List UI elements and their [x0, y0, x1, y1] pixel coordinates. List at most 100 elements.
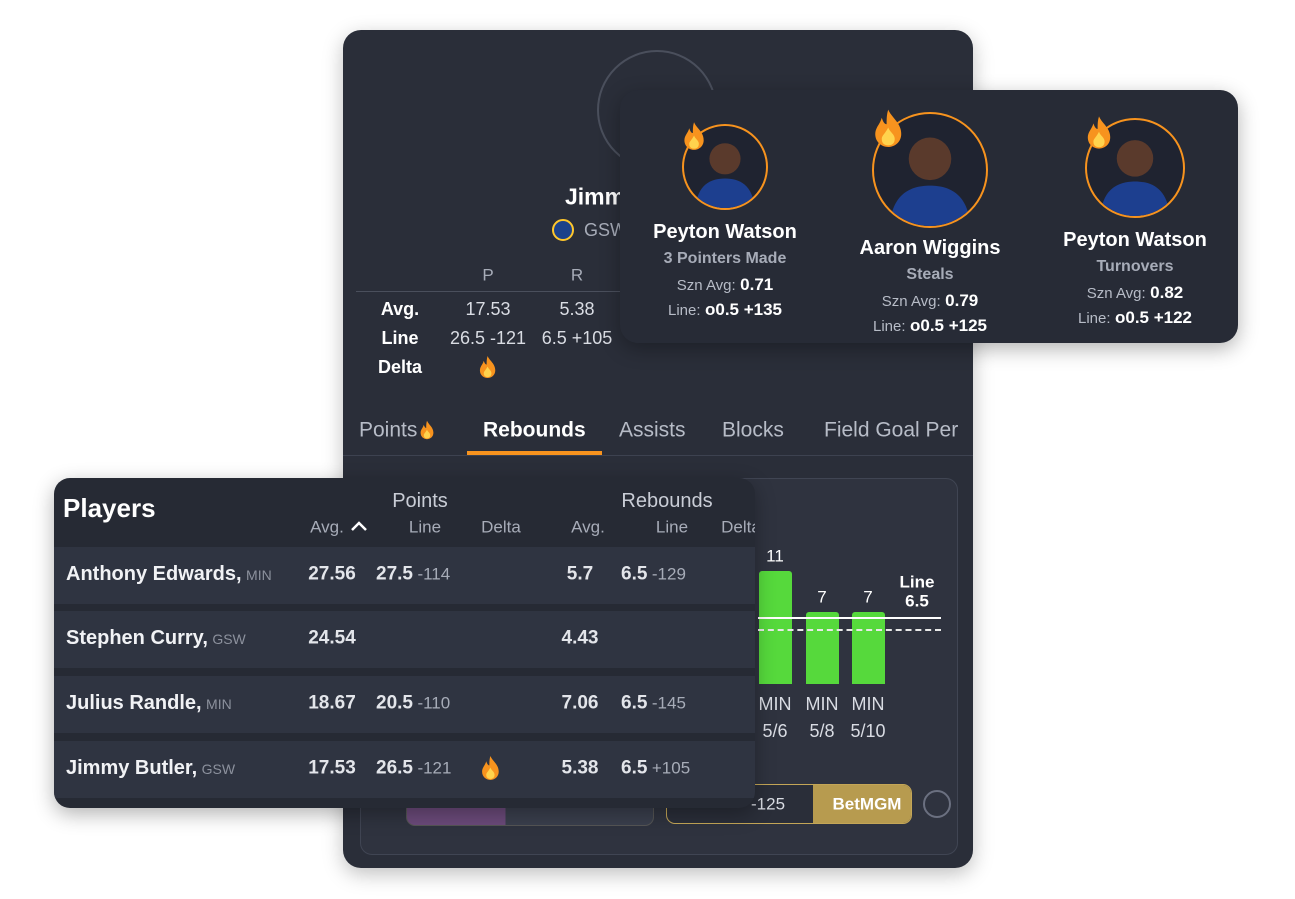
text: 26.5 -121 [449, 328, 527, 348]
bar [852, 611, 885, 684]
text: 7.06 [561, 692, 599, 714]
label: Szn Avg: [676, 277, 736, 294]
text: 6.5 [905, 591, 929, 611]
text: P [482, 265, 494, 285]
stat-row: Szn Avg: 0.79 [882, 292, 978, 310]
line: 26.5 [376, 757, 413, 779]
text: 11 [766, 546, 784, 566]
line: 6.5 [621, 692, 648, 714]
label: Szn Avg: [1086, 285, 1146, 302]
text: Avg. [571, 517, 605, 537]
text: BetMGM [832, 794, 902, 814]
fire-icon [481, 756, 499, 780]
value: o0.5 +125 [909, 316, 988, 335]
text: Line [381, 328, 419, 348]
text: Assists [619, 418, 686, 442]
line: 27.5 [376, 563, 413, 585]
text: 27.56 [308, 563, 356, 585]
bar [806, 611, 839, 684]
label: Szn Avg: [881, 293, 941, 310]
stat-row: Line: o0.5 +135 [668, 301, 782, 319]
fire-icon [1087, 115, 1111, 149]
average-line [758, 628, 941, 631]
avatar-silhouette [1100, 140, 1170, 216]
text: R [570, 265, 584, 285]
value: o0.5 +135 [704, 300, 783, 319]
avatar-silhouette [889, 137, 971, 226]
book-badge [813, 785, 911, 823]
avatar-silhouette [695, 143, 755, 208]
value: 0.71 [740, 275, 774, 294]
text: 6.5 +105 [541, 328, 613, 348]
text: -125 [751, 794, 786, 814]
label: Line: [1077, 310, 1111, 327]
text: 5/8 [809, 721, 835, 741]
stat-row: Szn Avg: 0.82 [1087, 284, 1183, 302]
table-row[interactable] [54, 611, 755, 668]
add-button[interactable] [923, 790, 951, 818]
team: GSW [212, 631, 246, 647]
tab-divider [343, 455, 973, 456]
name: Jimmy Butler, [66, 757, 198, 779]
stat-row: Line: o0.5 +125 [873, 317, 987, 335]
team: GSW [201, 761, 236, 777]
text: Avg. [380, 299, 420, 319]
player-name: Stephen Curry, GSW [66, 628, 246, 648]
text: 17.53 [465, 299, 511, 319]
text: Aaron Wiggins [859, 237, 1001, 259]
tab-underline [467, 451, 602, 455]
team: MIN [246, 567, 272, 583]
line: 6.5 [621, 757, 648, 779]
prop-cards: Peyton Watson 3 Pointers Made Szn Avg: 0.7… [620, 90, 1238, 343]
text: Points [359, 418, 418, 442]
text: Peyton Watson [1063, 229, 1207, 251]
text: Field Goal Per [824, 418, 959, 442]
name: Julius Randle, [66, 692, 202, 714]
text: Blocks [722, 418, 784, 442]
text: Rebounds [483, 418, 586, 442]
table-row[interactable] [54, 741, 755, 798]
odds: -145 [651, 693, 686, 713]
text: MIN [851, 694, 885, 714]
text: 17.53 [308, 757, 356, 779]
text: MIN [805, 694, 839, 714]
line-cell: 26.5 -121 [376, 759, 451, 778]
players-table: Players Points Avg. Line Delta Rebounds Avg. Li… [54, 478, 755, 808]
text: Peyton Watson [653, 221, 797, 243]
odds: -110 [417, 693, 451, 713]
fire-icon [480, 355, 496, 379]
line-cell: 6.5 +105 [621, 759, 690, 778]
text: Delta [377, 357, 423, 377]
name: Anthony Edwards, [66, 563, 242, 585]
table-row[interactable] [54, 547, 755, 604]
table-row[interactable] [54, 676, 755, 733]
bet-button[interactable] [666, 784, 912, 824]
odds: -114 [417, 564, 451, 584]
text: Players [63, 493, 156, 523]
fire-icon [875, 109, 902, 147]
odds: -121 [417, 758, 452, 778]
avatar [1085, 118, 1185, 218]
text: 5/10 [850, 721, 886, 741]
value: o0.5 +122 [1114, 308, 1193, 327]
label: Line: [667, 302, 701, 319]
avatar [682, 124, 768, 210]
player-name: Anthony Edwards, MIN [66, 564, 272, 584]
text: Line [408, 517, 442, 537]
fire-icon [684, 122, 704, 150]
line: 6.5 [621, 563, 648, 585]
text: 7 [863, 587, 873, 607]
text: Rebounds [621, 490, 713, 512]
line: 20.5 [376, 692, 413, 714]
text: Turnovers [1096, 258, 1174, 275]
label: Line: [872, 318, 906, 335]
value: 0.82 [1150, 283, 1184, 302]
sort-caret[interactable] [350, 520, 368, 532]
text: 5.38 [561, 757, 599, 779]
bar [759, 570, 792, 684]
fire-icon [420, 420, 434, 440]
team: MIN [206, 696, 232, 712]
text: 4.43 [561, 627, 599, 649]
stat-row: Szn Avg: 0.71 [677, 276, 773, 294]
